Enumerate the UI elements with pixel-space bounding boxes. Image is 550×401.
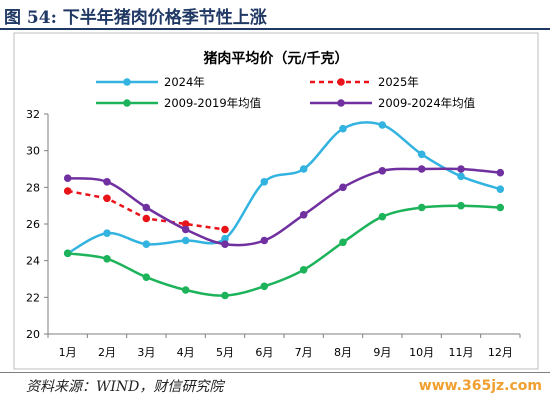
figure-header: 图 54: 下半年猪肉价格季节性上涨 [0, 0, 550, 30]
x-tick-label: 1月 [59, 346, 77, 359]
x-tick-label: 4月 [177, 346, 195, 359]
watermark: www.365jz.com [418, 378, 542, 394]
data-point [496, 185, 505, 193]
legend-item: 2009-2019年均值 [96, 96, 262, 110]
data-point [260, 178, 269, 186]
data-point [181, 220, 190, 228]
line-chart: 猪肉平均价（元/千克） 2024年 2025年 2009-2019年均值 2009-2… [13, 32, 539, 370]
data-point [299, 165, 308, 173]
legend: 2024年 2025年 2009-2019年均值 2009-2024年均值 [96, 75, 476, 110]
data-point [103, 255, 111, 263]
data-point [299, 266, 308, 274]
data-point [339, 124, 347, 133]
legend-swatch-marker [337, 99, 345, 107]
data-point [299, 211, 308, 219]
data-point [457, 165, 465, 173]
data-point [378, 121, 387, 129]
y-tick-label: 30 [26, 145, 40, 158]
legend-swatch-marker [123, 99, 131, 107]
legend-item: 2009-2024年均值 [310, 96, 476, 110]
x-tick-label: 2月 [98, 346, 116, 359]
legend-label: 2024年 [164, 75, 205, 89]
data-point [142, 273, 151, 281]
series-group [63, 121, 505, 300]
data-point [142, 214, 151, 223]
x-tick-label: 3月 [137, 346, 155, 359]
data-point [417, 150, 426, 159]
data-point [339, 183, 347, 192]
data-point [103, 194, 111, 203]
axes: 20 22 24 26 28 30 32 1月 2月 3月 4月 5月 6月 7月 8月 9月 10月 11月 12… [26, 108, 521, 359]
chart-frame [13, 32, 539, 370]
figure-title: 图 54: 下半年猪肉价格季节性上涨 [4, 8, 267, 28]
data-point [221, 234, 229, 243]
legend-label: 2025年 [378, 75, 419, 89]
data-point [496, 203, 505, 212]
y-tick-label: 28 [26, 181, 40, 194]
x-tick-label: 12月 [488, 346, 513, 359]
data-point [181, 286, 190, 294]
chart-title: 猪肉平均价（元/千克） [202, 50, 348, 67]
data-point [378, 212, 387, 221]
data-point [496, 168, 505, 177]
data-point [142, 203, 151, 212]
x-tick-label: 5月 [216, 346, 234, 359]
x-tick-label: 10月 [409, 346, 434, 359]
data-point [63, 174, 72, 182]
legend-item: 2025年 [310, 75, 419, 89]
x-tick-label: 11月 [449, 346, 474, 359]
y-tick-label: 24 [26, 255, 40, 268]
data-point [339, 238, 347, 247]
data-point [221, 225, 229, 234]
data-point [417, 165, 426, 173]
y-tick-label: 22 [26, 291, 40, 304]
data-point [260, 236, 269, 245]
data-point [417, 203, 426, 212]
legend-label: 2009-2024年均值 [378, 96, 476, 110]
data-point [221, 240, 229, 248]
series-2 [63, 201, 505, 300]
figure-footer: 资料来源：WIND，财信研究院 www.365jz.com [0, 372, 550, 401]
data-point [103, 178, 111, 186]
x-tick-label: 8月 [334, 346, 352, 359]
legend-label: 2009-2019年均值 [164, 96, 262, 110]
x-tick-label: 6月 [255, 346, 273, 359]
data-point [63, 249, 72, 258]
data-point [63, 187, 72, 195]
y-tick-label: 26 [26, 218, 40, 231]
data-point [181, 225, 190, 234]
data-point [181, 236, 190, 245]
data-point [221, 291, 229, 300]
x-tick-label: 9月 [373, 346, 391, 359]
legend-swatch-marker [123, 78, 131, 86]
series-0 [63, 121, 505, 258]
y-tick-label: 20 [26, 328, 40, 341]
title-rule [0, 28, 550, 30]
footer-rule [0, 372, 550, 373]
series-3 [63, 165, 505, 248]
data-point [103, 229, 111, 237]
y-tick-label: 32 [26, 108, 40, 121]
legend-item: 2024年 [96, 75, 205, 89]
data-point [142, 240, 151, 248]
source-note: 资料来源：WIND，财信研究院 [26, 379, 224, 395]
data-point [260, 282, 269, 291]
data-point [457, 172, 465, 181]
series-1 [63, 187, 229, 234]
legend-swatch-marker [337, 78, 345, 86]
x-tick-label: 7月 [295, 346, 313, 359]
data-point [378, 167, 387, 175]
data-point [457, 201, 465, 210]
